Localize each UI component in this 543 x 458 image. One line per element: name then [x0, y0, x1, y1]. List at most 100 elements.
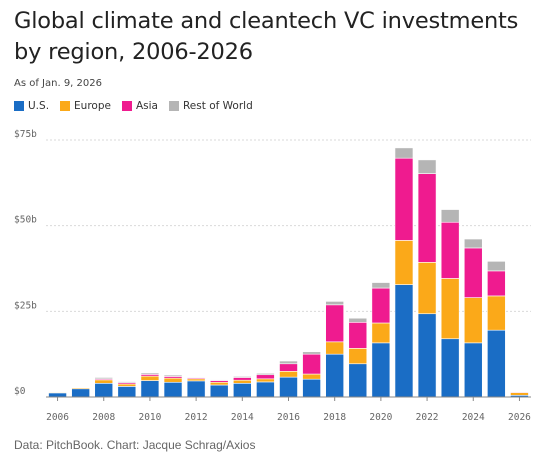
bar-segment-u-s- — [325, 353, 344, 398]
bar-segment-asia — [417, 173, 437, 263]
x-tick-label: 2020 — [369, 412, 392, 423]
bar-segment-rest-of-world — [256, 373, 275, 376]
x-tick-label: 2022 — [416, 412, 439, 423]
bar-segment-asia — [440, 221, 460, 279]
bar-segment-rest-of-world — [140, 372, 160, 375]
legend-item-europe: Europe — [60, 100, 111, 112]
y-tick-label: $25b — [14, 300, 37, 311]
bar-segment-rest-of-world — [487, 261, 506, 272]
bar-segment-rest-of-world — [463, 238, 483, 249]
legend-swatch-europe — [60, 101, 71, 111]
bar-segment-europe — [117, 383, 137, 387]
bar-segment-u-s- — [256, 381, 275, 398]
bar-segment-rest-of-world — [302, 351, 321, 355]
bar-segment-rest-of-world — [325, 301, 344, 306]
x-tick-label: 2026 — [508, 412, 531, 423]
y-tick-label: $0 — [14, 386, 26, 397]
bar-segment-rest-of-world — [417, 159, 437, 174]
legend-swatch-rest-of-world — [168, 101, 179, 111]
y-tick-label: $75b — [14, 129, 37, 140]
bar-segment-rest-of-world — [348, 317, 368, 323]
x-tick-label: 2012 — [185, 412, 208, 423]
bar-segment-europe — [394, 240, 414, 285]
bar-segment-rest-of-world — [440, 209, 460, 223]
legend-item-rest-of-world: Rest of World — [168, 100, 253, 112]
bar-segment-asia — [348, 321, 368, 349]
bar-segment-rest-of-world — [163, 374, 183, 377]
chart-title: Global climate and cleantech VC investme… — [14, 8, 519, 65]
bar-segment-u-s- — [140, 380, 160, 398]
x-tick-label: 2014 — [231, 412, 254, 423]
bar-segment-europe — [325, 341, 344, 355]
bar-segment-rest-of-world — [233, 376, 252, 378]
legend-item-asia: Asia — [121, 100, 158, 112]
bar-segment-europe — [510, 392, 529, 396]
legend-label-europe: Europe — [74, 100, 111, 112]
bar-segment-europe — [186, 378, 206, 382]
chart-legend: U.S. Europe Asia Rest of World — [14, 100, 264, 112]
bar-segment-u-s- — [279, 376, 298, 398]
bar-segment-europe — [279, 370, 298, 378]
bar-segment-asia — [371, 287, 391, 324]
bar-segment-europe — [209, 381, 229, 386]
bar-segment-u-s- — [302, 378, 321, 398]
bar-segment-europe — [140, 375, 160, 381]
x-tick-label: 2010 — [138, 412, 161, 423]
bar-segment-asia — [233, 377, 252, 381]
bar-segment-rest-of-world — [394, 147, 414, 159]
bar-segment-rest-of-world — [94, 377, 114, 380]
bar-segment-asia — [302, 353, 321, 375]
legend-item-us: U.S. — [14, 100, 49, 112]
x-tick-label: 2016 — [277, 412, 300, 423]
bar-segment-u-s- — [487, 329, 506, 398]
bar-segment-u-s- — [71, 388, 90, 398]
bar-segment-europe — [440, 278, 460, 340]
bar-segment-rest-of-world — [279, 360, 298, 365]
bar-segment-u-s- — [48, 392, 67, 398]
bar-segment-u-s- — [463, 342, 483, 398]
bar-segment-u-s- — [394, 284, 414, 398]
bar-segment-asia — [394, 157, 414, 241]
legend-label-rest-of-world: Rest of World — [182, 100, 253, 112]
source-note: Data: PitchBook. Chart: Jacque Schrag/Ax… — [14, 438, 256, 452]
legend-label-us: U.S. — [28, 100, 50, 112]
bar-segment-europe — [348, 348, 368, 365]
bar-segment-u-s- — [233, 382, 252, 398]
bar-segment-u-s- — [417, 313, 437, 398]
bar-segment-rest-of-world — [371, 282, 391, 289]
bar-segment-u-s- — [371, 342, 391, 398]
bar-segment-asia — [256, 374, 275, 380]
bar-segment-u-s- — [440, 338, 460, 398]
x-tick-label: 2006 — [46, 412, 69, 423]
x-tick-label: 2018 — [323, 412, 346, 423]
bar-segment-europe — [163, 377, 183, 383]
bar-segment-europe — [371, 322, 391, 344]
bar-segment-europe — [417, 262, 437, 315]
bar-segment-europe — [233, 379, 252, 384]
bar-segment-asia — [325, 304, 344, 343]
x-tick-label: 2024 — [462, 412, 485, 423]
bar-segment-u-s- — [163, 381, 183, 398]
legend-swatch-us — [14, 101, 24, 111]
bar-segment-rest-of-world — [209, 379, 229, 381]
bar-segment-u-s- — [209, 384, 229, 398]
y-tick-label: $50b — [14, 215, 37, 226]
legend-label-asia: Asia — [135, 100, 158, 112]
bar-segment-asia — [487, 270, 506, 297]
bar-segment-europe — [463, 297, 483, 344]
bar-segment-u-s- — [348, 363, 368, 398]
bar-segment-europe — [487, 295, 506, 331]
bar-segment-u-s- — [94, 382, 114, 398]
bar-segment-u-s- — [117, 386, 137, 398]
bar-segment-europe — [94, 379, 114, 384]
bar-segment-asia — [279, 363, 298, 372]
bar-segment-asia — [463, 247, 483, 298]
bar-segment-rest-of-world — [186, 376, 206, 379]
legend-swatch-asia — [121, 101, 132, 111]
chart-subtitle: As of Jan. 9, 2026 — [14, 78, 102, 89]
x-tick-label: 2008 — [92, 412, 115, 423]
bar-segment-rest-of-world — [117, 381, 137, 383]
bar-segment-europe — [302, 373, 321, 380]
bar-segment-europe — [256, 378, 275, 383]
